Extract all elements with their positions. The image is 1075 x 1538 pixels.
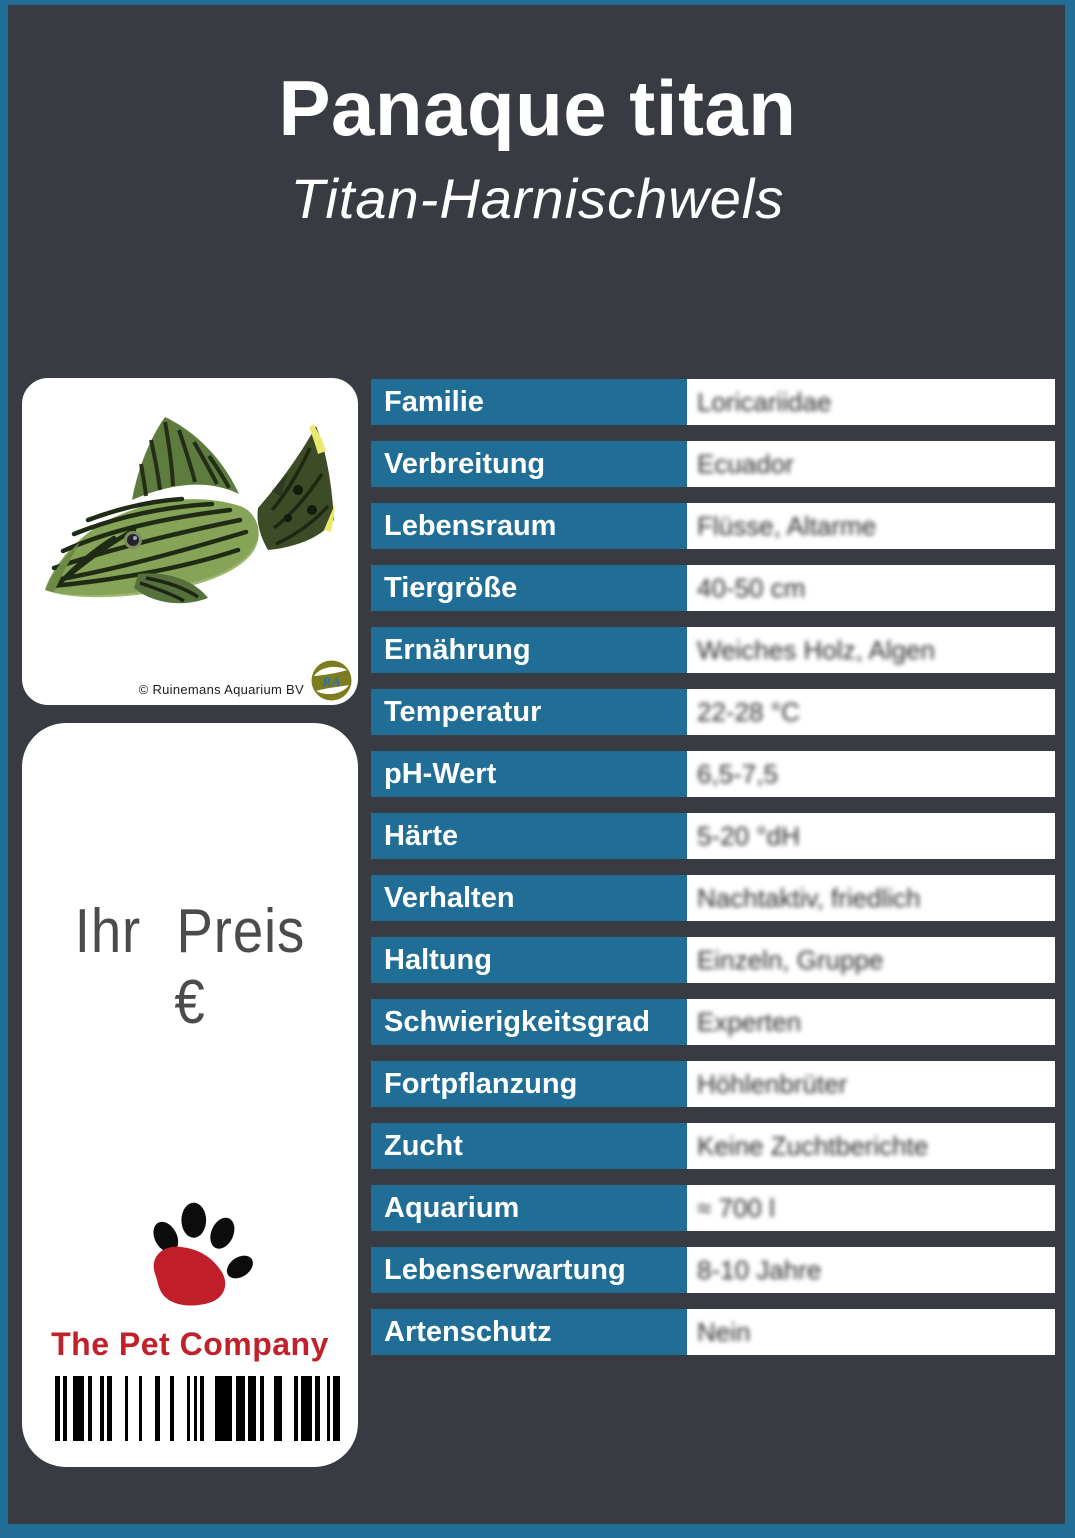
price-panel: Ihr Preis € The Pet Company <box>22 723 358 1467</box>
row-label: Lebensraum <box>371 503 687 549</box>
row-label: pH-Wert <box>371 751 687 797</box>
barcode-bar <box>170 1376 174 1441</box>
fish-photo-panel: © Ruinemans Aquarium BV RA <box>22 378 358 705</box>
row-label: Temperatur <box>371 689 687 735</box>
row-label: Zucht <box>371 1123 687 1169</box>
table-row: Verbreitung Ecuador <box>371 441 1055 487</box>
barcode-bar <box>73 1376 84 1441</box>
barcode-bar <box>260 1376 264 1441</box>
row-value: Nein <box>687 1309 1055 1355</box>
photo-credit: © Ruinemans Aquarium BV <box>138 682 304 697</box>
barcode-bar <box>139 1376 142 1441</box>
barcode-bar <box>200 1376 204 1441</box>
table-row: Lebenserwartung 8-10 Jahre <box>371 1247 1055 1293</box>
row-value: 6,5-7,5 <box>687 751 1055 797</box>
barcode-bar <box>215 1376 232 1441</box>
row-label: Verhalten <box>371 875 687 921</box>
row-value: ≈ 700 l <box>687 1185 1055 1231</box>
row-value: Nachtaktiv, friedlich <box>687 875 1055 921</box>
row-label: Aquarium <box>371 1185 687 1231</box>
barcode-bar <box>315 1376 320 1441</box>
fish-image <box>45 417 335 604</box>
paw-print-logo <box>153 1202 253 1306</box>
row-label: Haltung <box>371 937 687 983</box>
row-value: 40-50 cm <box>687 565 1055 611</box>
price-label: Ihr Preis € <box>74 897 306 1037</box>
row-value: Weiches Holz, Algen <box>687 627 1055 673</box>
table-row: Tiergröße 40-50 cm <box>371 565 1055 611</box>
table-row: Härte 5-20 °dH <box>371 813 1055 859</box>
barcode-bar <box>125 1376 128 1441</box>
row-label: Tiergröße <box>371 565 687 611</box>
row-label: Verbreitung <box>371 441 687 487</box>
header: Panaque titan Titan-Harnischwels <box>0 64 1075 231</box>
spec-table: Familie Loricariidae Verbreitung Ecuador… <box>371 379 1055 1371</box>
table-row: Schwierigkeitsgrad Experten <box>371 999 1055 1045</box>
row-value: Experten <box>687 999 1055 1045</box>
row-label: Schwierigkeitsgrad <box>371 999 687 1045</box>
barcode-bar <box>194 1376 197 1441</box>
barcode-bar <box>107 1376 112 1441</box>
row-value: Keine Zuchtberichte <box>687 1123 1055 1169</box>
barcode-bar <box>294 1376 298 1441</box>
table-row: Familie Loricariidae <box>371 379 1055 425</box>
table-row: Fortpflanzung Höhlenbrüter <box>371 1061 1055 1107</box>
brand-name: The Pet Company <box>51 1326 329 1362</box>
barcode-bar <box>333 1376 340 1441</box>
barcode-bar <box>100 1376 104 1441</box>
row-value: Flüsse, Altarme <box>687 503 1055 549</box>
row-label: Fortpflanzung <box>371 1061 687 1107</box>
table-row: Aquarium ≈ 700 l <box>371 1185 1055 1231</box>
row-label: Familie <box>371 379 687 425</box>
row-value: 22-28 °C <box>687 689 1055 735</box>
row-label: Ernährung <box>371 627 687 673</box>
row-value: Einzeln, Gruppe <box>687 937 1055 983</box>
barcode-bar <box>88 1376 92 1441</box>
barcode <box>55 1376 340 1441</box>
barcode-bar <box>55 1376 60 1441</box>
table-row: Verhalten Nachtaktiv, friedlich <box>371 875 1055 921</box>
barcode-bar <box>63 1376 67 1441</box>
row-value: Höhlenbrüter <box>687 1061 1055 1107</box>
aquarium-supplier-logo: RA <box>311 660 352 701</box>
species-common-name: Titan-Harnischwels <box>290 166 785 230</box>
barcode-bar <box>248 1376 256 1441</box>
table-row: Temperatur 22-28 °C <box>371 689 1055 735</box>
barcode-bar <box>301 1376 312 1441</box>
table-row: Zucht Keine Zuchtberichte <box>371 1123 1055 1169</box>
barcode-bar <box>274 1376 282 1441</box>
row-value: Ecuador <box>687 441 1055 487</box>
table-row: Ernährung Weiches Holz, Algen <box>371 627 1055 673</box>
barcode-bar <box>187 1376 190 1441</box>
row-value: Loricariidae <box>687 379 1055 425</box>
species-latin-name: Panaque titan <box>278 64 797 152</box>
row-label: Härte <box>371 813 687 859</box>
table-row: Haltung Einzeln, Gruppe <box>371 937 1055 983</box>
row-value: 5-20 °dH <box>687 813 1055 859</box>
row-value: 8-10 Jahre <box>687 1247 1055 1293</box>
barcode-bar <box>155 1376 160 1441</box>
barcode-bar <box>236 1376 245 1441</box>
table-row: Lebensraum Flüsse, Altarme <box>371 503 1055 549</box>
row-label: Artenschutz <box>371 1309 687 1355</box>
ra-logo-text: RA <box>321 675 341 690</box>
table-row: Artenschutz Nein <box>371 1309 1055 1355</box>
barcode-bar <box>327 1376 330 1441</box>
row-label: Lebenserwartung <box>371 1247 687 1293</box>
table-row: pH-Wert 6,5-7,5 <box>371 751 1055 797</box>
